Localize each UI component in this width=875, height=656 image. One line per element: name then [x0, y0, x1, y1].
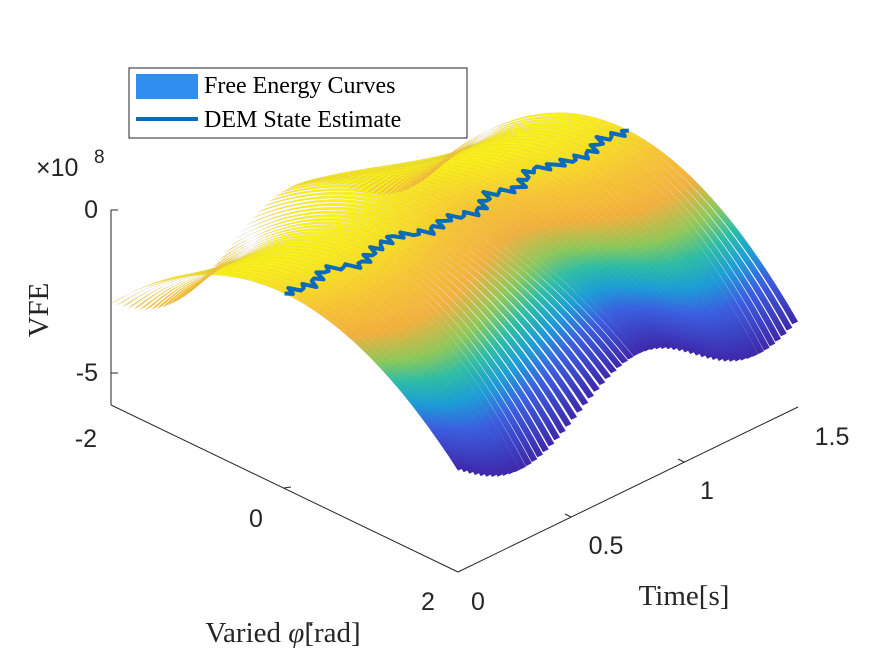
x-tick-label: 1 — [700, 477, 714, 505]
legend-label-dem-estimate: DEM State Estimate — [204, 107, 401, 133]
surface-slice — [173, 246, 527, 470]
surface-slice — [235, 210, 589, 406]
x-tick-mark-05 — [564, 513, 572, 518]
surface-slice — [241, 206, 595, 399]
surface-slice — [411, 130, 765, 355]
surface-slice — [258, 195, 612, 380]
surface-slice — [263, 191, 618, 374]
x-tick-label: 0 — [471, 588, 485, 616]
z-axis-label: VFE — [23, 283, 55, 338]
y-axis-label-text: Varied — [205, 617, 288, 649]
surface-slice — [405, 133, 759, 358]
surface-slice — [416, 127, 771, 351]
surface-slice — [195, 234, 550, 453]
tick-marks — [111, 209, 685, 518]
z-tick-labels: 0 -5 — [76, 196, 98, 387]
z-exponent: ×10 8 — [36, 147, 105, 182]
x-axis-line — [457, 406, 799, 573]
surface-slice — [252, 199, 606, 386]
dem-state-estimate-line — [284, 128, 629, 296]
surface-slice — [246, 202, 601, 393]
x-axis-label: Time[s] — [639, 580, 730, 612]
x-tick-label: 1.5 — [815, 423, 850, 451]
surface-slice — [178, 243, 533, 467]
z-tick-label: 0 — [84, 196, 98, 224]
y-tick-mark-0 — [283, 486, 292, 489]
z-exponent-power: 8 — [94, 147, 105, 168]
free-energy-surface — [110, 112, 799, 478]
surface-slice — [439, 115, 793, 331]
legend-swatch-free-energy — [136, 74, 198, 99]
surface-slice — [269, 187, 623, 369]
y-axis-line — [110, 404, 459, 573]
x-tick-mark-1 — [677, 458, 685, 463]
surface-slice — [433, 118, 788, 337]
surface-slice — [184, 240, 538, 463]
surface-slice — [445, 112, 799, 325]
surface-slice — [422, 124, 776, 347]
x-tick-label: 0.5 — [589, 532, 624, 560]
y-tick-label: 2 — [421, 588, 435, 616]
y-axis-label: Varied φ̇[rad] — [205, 617, 360, 649]
surface-slice — [218, 221, 572, 428]
surface-slice — [428, 121, 782, 342]
y-tick-label: 0 — [249, 505, 263, 533]
surface-slice — [190, 237, 544, 458]
surface-slice — [207, 227, 561, 441]
surface-slice — [229, 214, 584, 413]
x-tick-labels: 0 0.5 1 1.5 — [471, 423, 849, 616]
legend-label-free-energy: Free Energy Curves — [204, 73, 396, 99]
z-exponent-prefix: ×10 — [36, 154, 78, 182]
legend: Free Energy Curves DEM State Estimate — [128, 67, 468, 139]
z-tick-label: -5 — [76, 359, 98, 387]
surface-slice — [224, 217, 578, 421]
surface-slice — [201, 231, 555, 447]
y-tick-labels: -2 0 2 — [75, 425, 435, 616]
y-tick-label: -2 — [75, 425, 97, 453]
surface-slice — [280, 181, 635, 360]
surface-slice — [212, 224, 567, 434]
y-axis-label-unit: [rad] — [304, 617, 360, 649]
